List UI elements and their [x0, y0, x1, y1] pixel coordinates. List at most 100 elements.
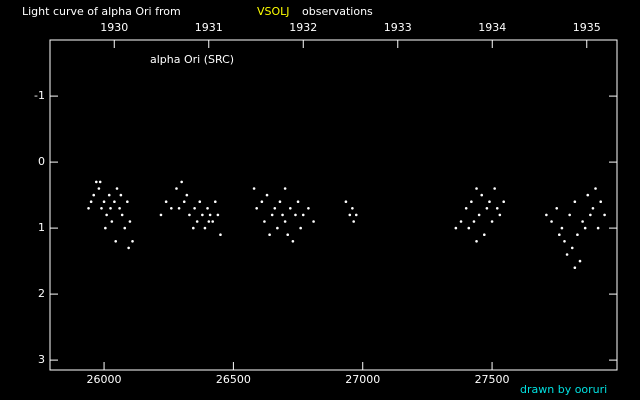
data-point: [354, 213, 358, 217]
data-point: [568, 213, 571, 217]
data-point: [570, 246, 574, 250]
data-point: [201, 213, 204, 217]
data-point: [118, 207, 121, 210]
data-point: [586, 193, 590, 197]
data-point: [195, 220, 199, 223]
x2-tick-label: 1931: [195, 21, 223, 34]
x-tick-label: 26000: [87, 373, 122, 386]
data-point: [170, 207, 173, 210]
data-point: [555, 207, 559, 210]
chart-title: Light curve of alpha Ori from: [22, 5, 181, 18]
data-point: [578, 259, 582, 263]
data-point: [92, 193, 96, 197]
data-point: [296, 200, 300, 203]
data-point: [464, 207, 468, 210]
x-tick-label: 27000: [345, 373, 380, 386]
data-point: [164, 200, 168, 203]
data-point: [263, 220, 266, 223]
data-point: [252, 187, 256, 190]
data-point: [495, 207, 499, 210]
data-point: [594, 187, 597, 190]
data-point: [480, 193, 484, 197]
data-point: [177, 207, 181, 210]
data-point: [477, 213, 481, 217]
data-point: [467, 226, 471, 230]
title-suffix: observations: [302, 5, 373, 18]
data-point: [193, 207, 196, 210]
data-point: [119, 193, 123, 197]
y-tick-label: 2: [38, 287, 45, 300]
data-point: [89, 200, 93, 203]
data-point: [565, 253, 569, 256]
data-point: [208, 213, 212, 217]
data-point: [283, 187, 287, 190]
data-point: [545, 213, 548, 217]
data-point: [265, 193, 269, 197]
data-point: [100, 207, 103, 210]
data-point: [123, 226, 127, 230]
x2-tick-label: 1934: [478, 21, 506, 34]
data-point: [180, 180, 183, 184]
data-point: [206, 207, 209, 210]
x-tick-label: 27500: [475, 373, 510, 386]
data-point: [107, 193, 111, 197]
data-point: [591, 207, 595, 210]
plot-frame: [49, 39, 618, 371]
data-point: [185, 193, 189, 197]
data-point: [255, 207, 258, 210]
data-point: [109, 207, 112, 210]
data-point: [550, 220, 553, 223]
x2-tick-label: 1932: [289, 21, 317, 34]
data-point: [583, 226, 587, 230]
data-point: [581, 220, 584, 223]
data-point: [219, 233, 222, 236]
y-tick-label: 0: [38, 155, 45, 168]
y-tick-label: 1: [38, 221, 45, 234]
data-point: [120, 213, 124, 217]
data-point: [211, 220, 215, 223]
data-point: [307, 207, 310, 210]
data-point: [114, 240, 118, 243]
data-point: [493, 187, 496, 190]
data-point: [95, 180, 98, 184]
data-point: [110, 220, 114, 223]
data-point: [213, 200, 217, 203]
data-point: [102, 200, 106, 203]
data-point: [352, 220, 355, 223]
data-point: [576, 233, 579, 236]
series-label: alpha Ori (SRC): [150, 53, 234, 66]
data-point: [127, 246, 130, 250]
data-point: [483, 233, 486, 236]
data-point: [502, 200, 506, 203]
data-point: [472, 220, 476, 223]
data-point: [573, 266, 577, 270]
data-point: [589, 213, 592, 217]
data-point: [126, 200, 129, 203]
data-point: [294, 213, 297, 217]
data-point: [560, 226, 564, 230]
data-point: [105, 213, 108, 217]
x2-tick-label: 1930: [100, 21, 128, 34]
data-point: [270, 213, 274, 217]
data-point: [454, 226, 458, 230]
x2-tick-label: 1935: [573, 21, 601, 34]
data-point: [596, 226, 600, 230]
data-point: [216, 213, 220, 217]
data-point: [273, 207, 277, 210]
data-point: [286, 233, 290, 236]
y-tick-label: -1: [34, 89, 45, 102]
data-point: [276, 226, 279, 230]
data-point: [175, 187, 178, 190]
data-point: [289, 207, 292, 210]
data-point: [281, 213, 284, 217]
data-point: [278, 200, 282, 203]
data-point: [128, 220, 132, 223]
data-point: [291, 240, 295, 243]
y-tick-label: 3: [38, 353, 45, 366]
data-point: [475, 187, 478, 190]
data-point: [351, 207, 354, 210]
data-point: [490, 220, 494, 223]
data-point: [283, 220, 287, 223]
data-point: [603, 213, 606, 217]
